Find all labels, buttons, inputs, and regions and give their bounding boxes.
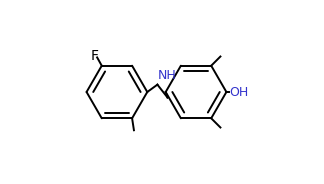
Text: OH: OH — [229, 86, 249, 98]
Text: F: F — [90, 49, 98, 63]
Text: NH: NH — [158, 69, 177, 82]
